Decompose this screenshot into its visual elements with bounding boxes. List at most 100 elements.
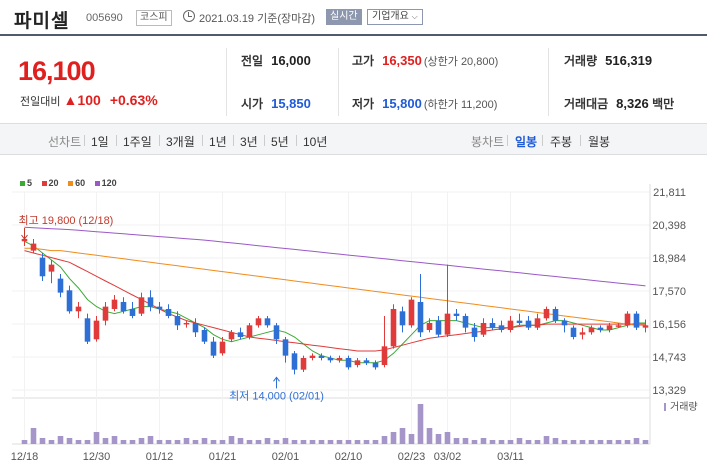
chart-canvas: 21,811 20,398 18,984 17,570 16,156 14,743 13,3… xyxy=(11,184,698,463)
volume-bar xyxy=(399,428,406,444)
volume-bar xyxy=(273,440,280,444)
candle-body xyxy=(111,299,118,309)
candle-body xyxy=(327,357,334,361)
period-1y[interactable]: 1년 xyxy=(209,135,227,149)
candle-body xyxy=(399,311,406,326)
volume-bar xyxy=(525,440,532,444)
volume-legend-swatch xyxy=(664,403,666,411)
period-10y[interactable]: 10년 xyxy=(303,135,328,149)
candle-body xyxy=(390,308,397,347)
candle-body xyxy=(633,313,640,328)
stock-code: 005690 xyxy=(86,12,123,24)
candle-body xyxy=(237,332,244,337)
candle-body xyxy=(534,318,541,328)
volume-bar xyxy=(192,440,199,444)
candle-body xyxy=(84,318,91,342)
volume-bar xyxy=(633,438,640,444)
candle-body xyxy=(291,353,298,370)
clock-icon xyxy=(183,10,195,22)
divider xyxy=(226,48,227,116)
candle-body xyxy=(165,308,172,316)
legend-item-ma60: 60 xyxy=(68,178,85,188)
period-3y[interactable]: 3년 xyxy=(240,135,258,149)
volume-bar xyxy=(579,440,586,444)
volume-bar xyxy=(336,440,343,444)
y-tick-label: 21,811 xyxy=(653,187,686,199)
volume-bar xyxy=(552,438,559,444)
volume-bar xyxy=(318,440,325,444)
corp-info-dropdown[interactable]: 기업개요 ⌵ xyxy=(367,9,423,25)
volume-bar xyxy=(129,440,136,444)
period-5y[interactable]: 5년 xyxy=(271,135,289,149)
candle-body xyxy=(507,320,514,330)
volume-bar xyxy=(462,438,469,444)
candle-body xyxy=(228,332,235,340)
candle-body xyxy=(579,332,586,335)
candle-body xyxy=(588,327,595,333)
up-arrow-icon: ▲ xyxy=(63,92,78,108)
candle-body xyxy=(57,278,64,293)
candle-body xyxy=(417,301,424,333)
volume-bar xyxy=(291,440,298,444)
legend-item-ma5: 5 xyxy=(20,178,32,188)
candle-body xyxy=(120,301,127,312)
volume-bar xyxy=(372,440,379,444)
candle-body xyxy=(606,325,613,330)
candle-weekly[interactable]: 주봉 xyxy=(550,135,573,149)
period-1d[interactable]: 1일 xyxy=(91,135,109,149)
period-1w[interactable]: 1주일 xyxy=(123,135,152,149)
volume-bar xyxy=(300,440,307,444)
candle-body xyxy=(597,327,604,330)
volume-bar xyxy=(489,440,496,444)
candle-body xyxy=(174,315,181,326)
x-tick-label: 02/01 xyxy=(272,451,300,463)
candle-daily[interactable]: 일봉 xyxy=(515,135,538,149)
volume-bar xyxy=(39,438,46,444)
period-3m[interactable]: 3개월 xyxy=(166,135,195,149)
candlestick-chart[interactable]: 5 20 60 120 21,811 20,398 18,984 17,570 16,1… xyxy=(0,172,707,474)
volume-bar xyxy=(147,436,154,444)
candle-body xyxy=(516,320,523,323)
candle-body xyxy=(183,322,190,325)
candle-body xyxy=(138,297,145,314)
candle-body xyxy=(471,327,478,337)
volume-bar xyxy=(543,436,550,444)
candle-body xyxy=(336,357,343,361)
high-arrow-head xyxy=(21,234,28,240)
volume-bar xyxy=(93,432,100,444)
candle-body xyxy=(615,325,622,327)
volume-bar xyxy=(354,440,361,444)
volume-bar xyxy=(507,440,514,444)
low-annotation: 최저 14,000 (02/01) xyxy=(229,389,324,402)
volume-bar xyxy=(597,440,604,444)
candle-body xyxy=(489,322,496,328)
realtime-button[interactable]: 실시간 xyxy=(326,9,362,25)
candle-body xyxy=(219,341,226,354)
candle-body xyxy=(642,325,649,328)
volume-bar xyxy=(480,438,487,444)
volume: 거래량 516,319 xyxy=(564,53,653,68)
volume-bar xyxy=(111,436,118,444)
volume-bar xyxy=(345,440,352,444)
x-tick-label: 02/10 xyxy=(335,451,363,463)
chart-period-bar: 선차트 1일 1주일 3개월 1년 3년 5년 10년 봉차트 일봉 주봉 월봉 xyxy=(0,123,707,155)
volume-bar xyxy=(219,440,226,444)
open-price: 시가 15,850 xyxy=(241,96,311,111)
volume-bar xyxy=(516,438,523,444)
volume-bar xyxy=(237,438,244,444)
x-tick-label: 03/02 xyxy=(434,451,462,463)
volume-bar xyxy=(309,440,316,444)
y-tick-label: 18,984 xyxy=(652,253,686,265)
volume-bar xyxy=(435,434,442,444)
volume-bar xyxy=(57,436,64,444)
candle-body xyxy=(309,355,316,358)
divider xyxy=(548,48,549,116)
volume-bar xyxy=(165,440,172,444)
volume-bar xyxy=(228,436,235,444)
candle-body xyxy=(498,325,505,330)
candle-monthly[interactable]: 월봉 xyxy=(588,135,611,149)
volume-bar xyxy=(48,440,55,444)
y-tick-label: 20,398 xyxy=(652,220,686,232)
ma120-line xyxy=(24,226,646,287)
candle-body xyxy=(21,238,28,242)
